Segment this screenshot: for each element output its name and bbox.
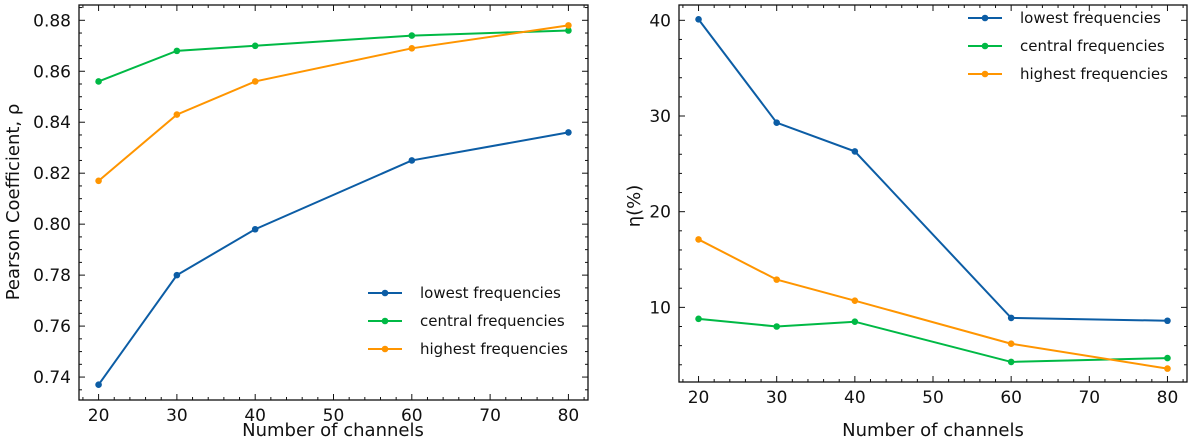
pearson-y-tick-label: 0.88: [33, 11, 71, 31]
pearson-point-central: [173, 47, 181, 55]
eta-point-central: [773, 323, 780, 330]
eta-point-lowest: [695, 16, 702, 23]
pearson-point-highest: [95, 177, 102, 185]
pearson-point-central: [565, 27, 572, 34]
pearson-point-highest: [173, 111, 181, 118]
pearson-legend-marker-lowest: [381, 289, 389, 297]
eta-point-central: [695, 315, 702, 323]
eta-y-tick-label: 10: [649, 298, 671, 318]
eta-x-tick-label: 50: [922, 388, 944, 408]
eta-x-tick-label: 80: [1157, 388, 1179, 408]
eta-legend-label-central: central frequencies: [1020, 37, 1165, 55]
eta-legend: lowest frequencies central frequencies hig…: [968, 9, 1168, 83]
pearson-legend-label-highest: highest frequencies: [420, 340, 568, 358]
pearson-point-lowest: [173, 271, 181, 279]
eta-legend-marker-lowest: [981, 14, 989, 22]
pearson-chart-panel: 20 30 40 50 60 70 80 0.74 0.76 0.78 0.80 0.82 0.84 0.…: [3, 4, 589, 441]
eta-x-tick-label: 70: [1078, 388, 1100, 408]
eta-point-lowest: [851, 148, 859, 155]
pearson-legend-marker-central: [381, 317, 389, 325]
pearson-x-tick-label: 60: [401, 406, 423, 426]
pearson-point-highest: [408, 45, 416, 52]
eta-point-highest: [1164, 365, 1171, 372]
eta-y-tick-label: 20: [649, 203, 671, 223]
eta-point-lowest: [1007, 314, 1015, 322]
pearson-point-highest: [565, 22, 572, 29]
eta-point-highest: [851, 297, 859, 304]
pearson-y-axis-label: Pearson Coefficient, ρ: [3, 104, 24, 301]
pearson-y-tick-label: 0.78: [33, 266, 71, 286]
eta-point-central: [1007, 358, 1015, 366]
pearson-x-tick-label: 20: [88, 406, 110, 426]
pearson-series-line-highest: [97, 24, 569, 182]
eta-y-tick-label: 40: [649, 11, 671, 31]
eta-x-tick-label: 60: [1000, 388, 1022, 408]
eta-y-tick-label: 30: [649, 107, 671, 127]
eta-y-axis-label: η(%): [624, 185, 645, 228]
eta-series-line-central: [698, 317, 1168, 363]
pearson-point-central: [408, 32, 416, 39]
eta-x-tick-label: 40: [844, 388, 866, 408]
pearson-legend-label-lowest: lowest frequencies: [420, 284, 561, 302]
eta-point-highest: [1007, 340, 1015, 348]
pearson-legend: lowest frequencies central frequencies hig…: [368, 284, 568, 358]
pearson-x-tick-label: 40: [244, 406, 266, 426]
eta-point-central: [851, 318, 859, 326]
pearson-y-tick-label: 0.82: [33, 164, 71, 184]
pearson-point-lowest: [408, 157, 416, 164]
pearson-series-line-central: [98, 29, 569, 83]
pearson-point-highest: [251, 78, 259, 85]
pearson-y-tick-label: 0.76: [33, 317, 71, 337]
pearson-point-lowest: [565, 129, 572, 136]
eta-point-lowest: [1164, 317, 1171, 325]
pearson-point-lowest: [95, 381, 102, 389]
eta-x-axis-label: Number of channels: [842, 420, 1024, 441]
pearson-y-tick-label: 0.80: [33, 215, 71, 235]
pearson-y-tick-label: 0.86: [33, 62, 71, 82]
pearson-point-central: [95, 78, 102, 85]
eta-x-tick-label: 20: [688, 388, 710, 408]
pearson-point-central: [251, 42, 259, 50]
eta-point-highest: [695, 236, 702, 243]
eta-legend-label-highest: highest frequencies: [1020, 65, 1168, 83]
pearson-y-tick-label: 0.84: [33, 113, 71, 133]
eta-plot-frame: [678, 4, 1188, 383]
eta-point-central: [1164, 354, 1171, 362]
eta-legend-marker-highest: [981, 70, 989, 78]
eta-point-lowest: [773, 119, 780, 126]
pearson-x-tick-label: 70: [479, 406, 501, 426]
eta-point-highest: [773, 276, 780, 283]
pearson-x-axis-label: Number of channels: [242, 420, 424, 441]
pearson-legend-label-central: central frequencies: [420, 312, 565, 330]
eta-legend-label-lowest: lowest frequencies: [1020, 9, 1161, 27]
pearson-legend-marker-highest: [381, 345, 389, 353]
pearson-point-lowest: [251, 225, 259, 233]
pearson-y-tick-label: 0.74: [33, 368, 71, 388]
eta-x-tick-label: 30: [766, 388, 788, 408]
eta-series-line-highest: [698, 238, 1168, 370]
pearson-x-tick-label: 50: [323, 406, 345, 426]
eta-legend-marker-central: [981, 42, 989, 50]
pearson-x-tick-label: 80: [558, 406, 580, 426]
eta-chart-panel: 20 30 40 50 60 70 80 10 20 30 40 Number of channel…: [624, 4, 1188, 441]
pearson-x-tick-label: 30: [166, 406, 188, 426]
